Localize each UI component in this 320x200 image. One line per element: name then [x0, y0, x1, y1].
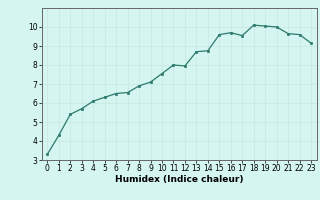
X-axis label: Humidex (Indice chaleur): Humidex (Indice chaleur) — [115, 175, 244, 184]
